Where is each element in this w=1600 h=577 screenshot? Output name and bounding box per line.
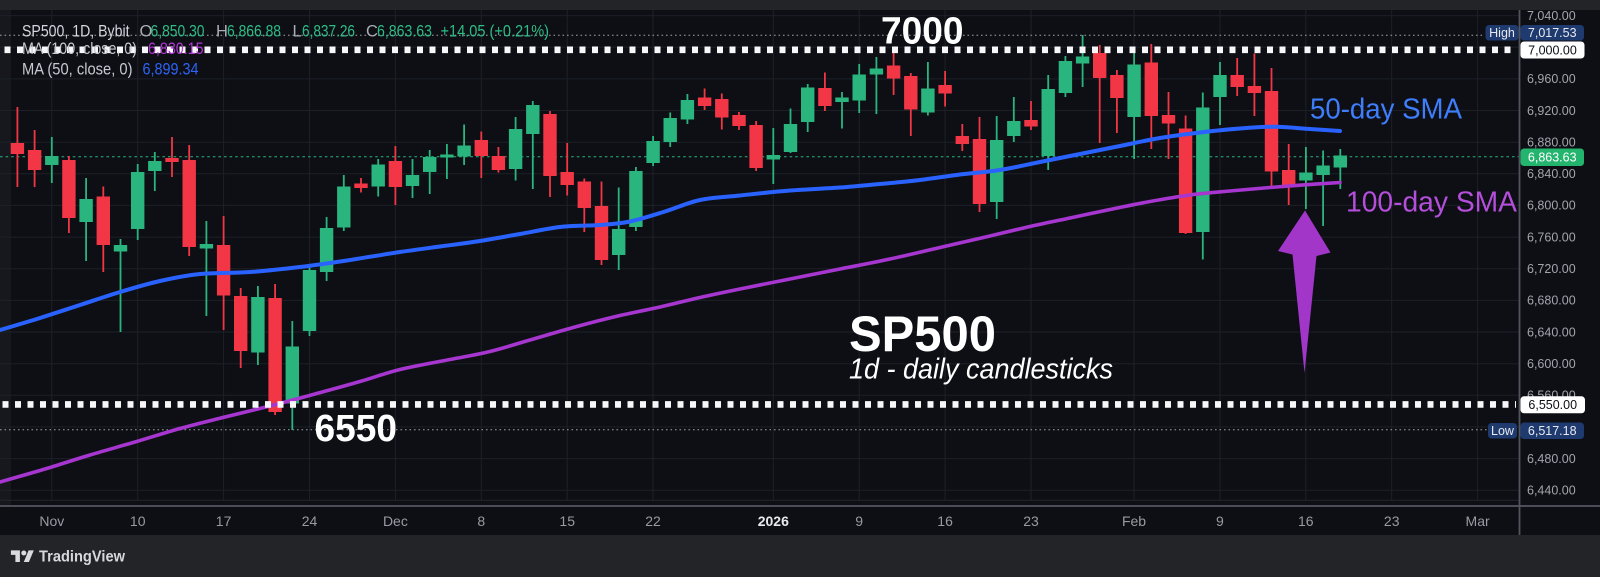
svg-text:6,760.00: 6,760.00 [1527, 230, 1576, 244]
svg-text:Dec: Dec [383, 513, 408, 529]
svg-text:6,517.18: 6,517.18 [1528, 424, 1577, 438]
svg-text:1d - daily candlesticks: 1d - daily candlesticks [849, 354, 1113, 386]
svg-text:Mar: Mar [1466, 513, 1490, 529]
svg-text:7000: 7000 [881, 10, 964, 52]
svg-text:2026: 2026 [758, 513, 789, 529]
svg-text:6,800.00: 6,800.00 [1527, 199, 1576, 213]
svg-text:8: 8 [477, 513, 485, 529]
svg-text:6,640.00: 6,640.00 [1527, 325, 1576, 339]
svg-text:15: 15 [559, 513, 575, 529]
svg-text:TradingView: TradingView [39, 549, 126, 566]
svg-text:SP500: SP500 [849, 306, 996, 362]
svg-text:6550: 6550 [315, 408, 398, 450]
svg-text:24: 24 [302, 513, 318, 529]
svg-text:6,720.00: 6,720.00 [1527, 262, 1576, 276]
svg-text:High: High [1489, 26, 1515, 40]
svg-text:6,920.00: 6,920.00 [1527, 104, 1576, 118]
svg-text:6,840.00: 6,840.00 [1527, 167, 1576, 181]
svg-text:22: 22 [645, 513, 661, 529]
svg-text:17: 17 [216, 513, 232, 529]
svg-text:50-day SMA: 50-day SMA [1310, 94, 1463, 126]
svg-text:MA (100, close, 0)6,830.15: MA (100, close, 0) 6,830.15 [22, 40, 204, 58]
svg-text:6,680.00: 6,680.00 [1527, 294, 1576, 308]
svg-text:MA (50, close, 0)6,899.34: MA (50, close, 0) 6,899.34 [22, 60, 199, 78]
svg-text:7,000.00: 7,000.00 [1528, 43, 1577, 57]
svg-text:Low: Low [1491, 424, 1515, 438]
svg-text:7,017.53: 7,017.53 [1528, 26, 1577, 40]
svg-text:6,863.63: 6,863.63 [1528, 151, 1577, 165]
svg-text:6,600.00: 6,600.00 [1527, 357, 1576, 371]
svg-text:23: 23 [1384, 513, 1400, 529]
svg-text:7,040.00: 7,040.00 [1527, 9, 1576, 23]
svg-text:6,960.00: 6,960.00 [1527, 72, 1576, 86]
svg-text:6,440.00: 6,440.00 [1527, 484, 1576, 498]
svg-text:16: 16 [1298, 513, 1314, 529]
svg-text:Feb: Feb [1122, 513, 1146, 529]
svg-text:23: 23 [1023, 513, 1039, 529]
svg-text:9: 9 [855, 513, 863, 529]
svg-text:Nov: Nov [39, 513, 64, 529]
svg-text:10: 10 [130, 513, 146, 529]
svg-text:9: 9 [1216, 513, 1224, 529]
svg-text:6,480.00: 6,480.00 [1527, 452, 1576, 466]
svg-text:16: 16 [937, 513, 953, 529]
svg-text:6,880.00: 6,880.00 [1527, 136, 1576, 150]
svg-text:100-day SMA: 100-day SMA [1346, 187, 1518, 219]
svg-text:6,550.00: 6,550.00 [1528, 398, 1577, 412]
